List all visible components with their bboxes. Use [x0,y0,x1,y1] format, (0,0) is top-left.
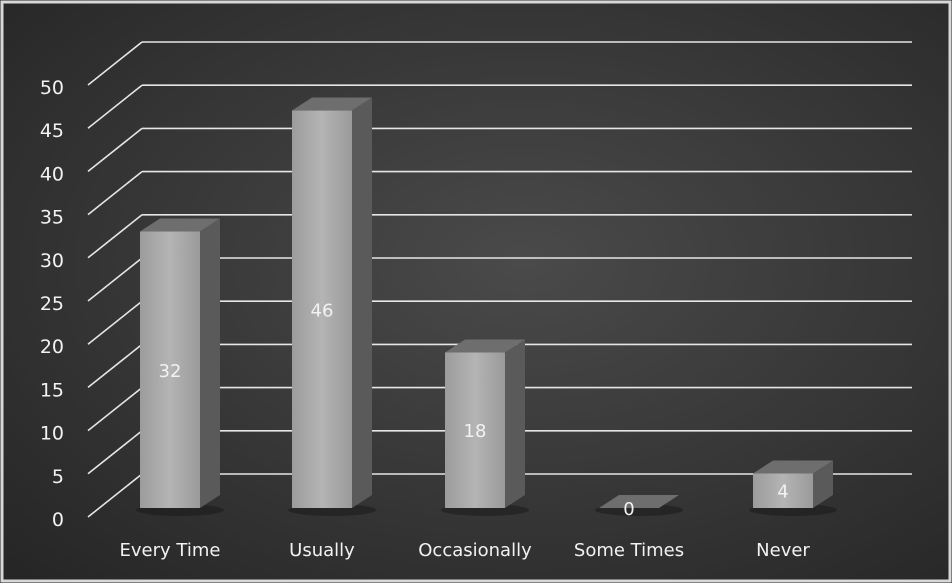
gridline-diagonal [87,84,143,129]
y-tick-label: 25 [40,293,64,315]
bar-top [445,339,525,353]
bar-side [200,218,220,508]
bar-side [813,460,833,508]
gridline-diagonal [87,473,143,518]
gridline-diagonal [87,386,143,432]
gridline-diagonal [87,343,143,389]
y-tick-label: 5 [52,466,64,488]
bar-top [753,460,833,474]
bar-front [140,231,200,508]
y-tick-label: 15 [40,379,64,401]
y-tick-label: 0 [52,509,64,531]
gridline-diagonal [87,170,143,216]
data-label: 46 [311,300,334,321]
gridline-diagonal [87,257,143,302]
y-tick-label: 50 [40,77,64,99]
x-category-label: Usually [289,540,355,561]
gridline-diagonal [87,430,143,475]
bar-top [140,218,220,232]
bar-top [599,495,679,508]
bar-front [445,352,505,508]
gridlines [87,41,912,518]
bar-front [292,110,352,508]
y-tick-label: 20 [40,336,64,358]
y-tick-label: 40 [40,163,64,185]
y-tick-label: 10 [40,423,64,445]
x-axis-categories: Every Time Usually Occasionally Some Times N… [120,540,811,561]
gridline-diagonal [87,41,143,86]
data-label: 18 [464,421,487,442]
x-category-label: Some Times [574,540,684,561]
bar-side [352,97,372,508]
bar-top [292,97,372,111]
bars: 32 46 18 0 4 [136,97,837,520]
bar-never: 4 [749,460,837,516]
data-label: 0 [623,499,634,520]
x-category-label: Every Time [120,540,221,561]
gridline-diagonal [87,300,143,345]
y-tick-label: 30 [40,250,64,272]
x-category-label: Never [756,540,810,561]
bar-occasionally: 18 [441,339,529,516]
gridline-diagonal [87,214,143,259]
bar-side [505,339,525,508]
bar-every-time: 32 [136,218,224,516]
bar-front [753,473,813,508]
data-label: 32 [159,361,182,382]
bar-usually: 46 [288,97,376,516]
bar-some-times: 0 [595,495,683,520]
y-tick-label: 35 [40,207,64,229]
gridline-diagonal [87,127,143,173]
y-tick-label: 45 [40,120,64,142]
data-label: 4 [777,482,788,503]
x-category-label: Occasionally [418,540,532,561]
y-axis-ticks: 0 5 10 15 20 25 30 35 40 45 50 [40,77,64,531]
